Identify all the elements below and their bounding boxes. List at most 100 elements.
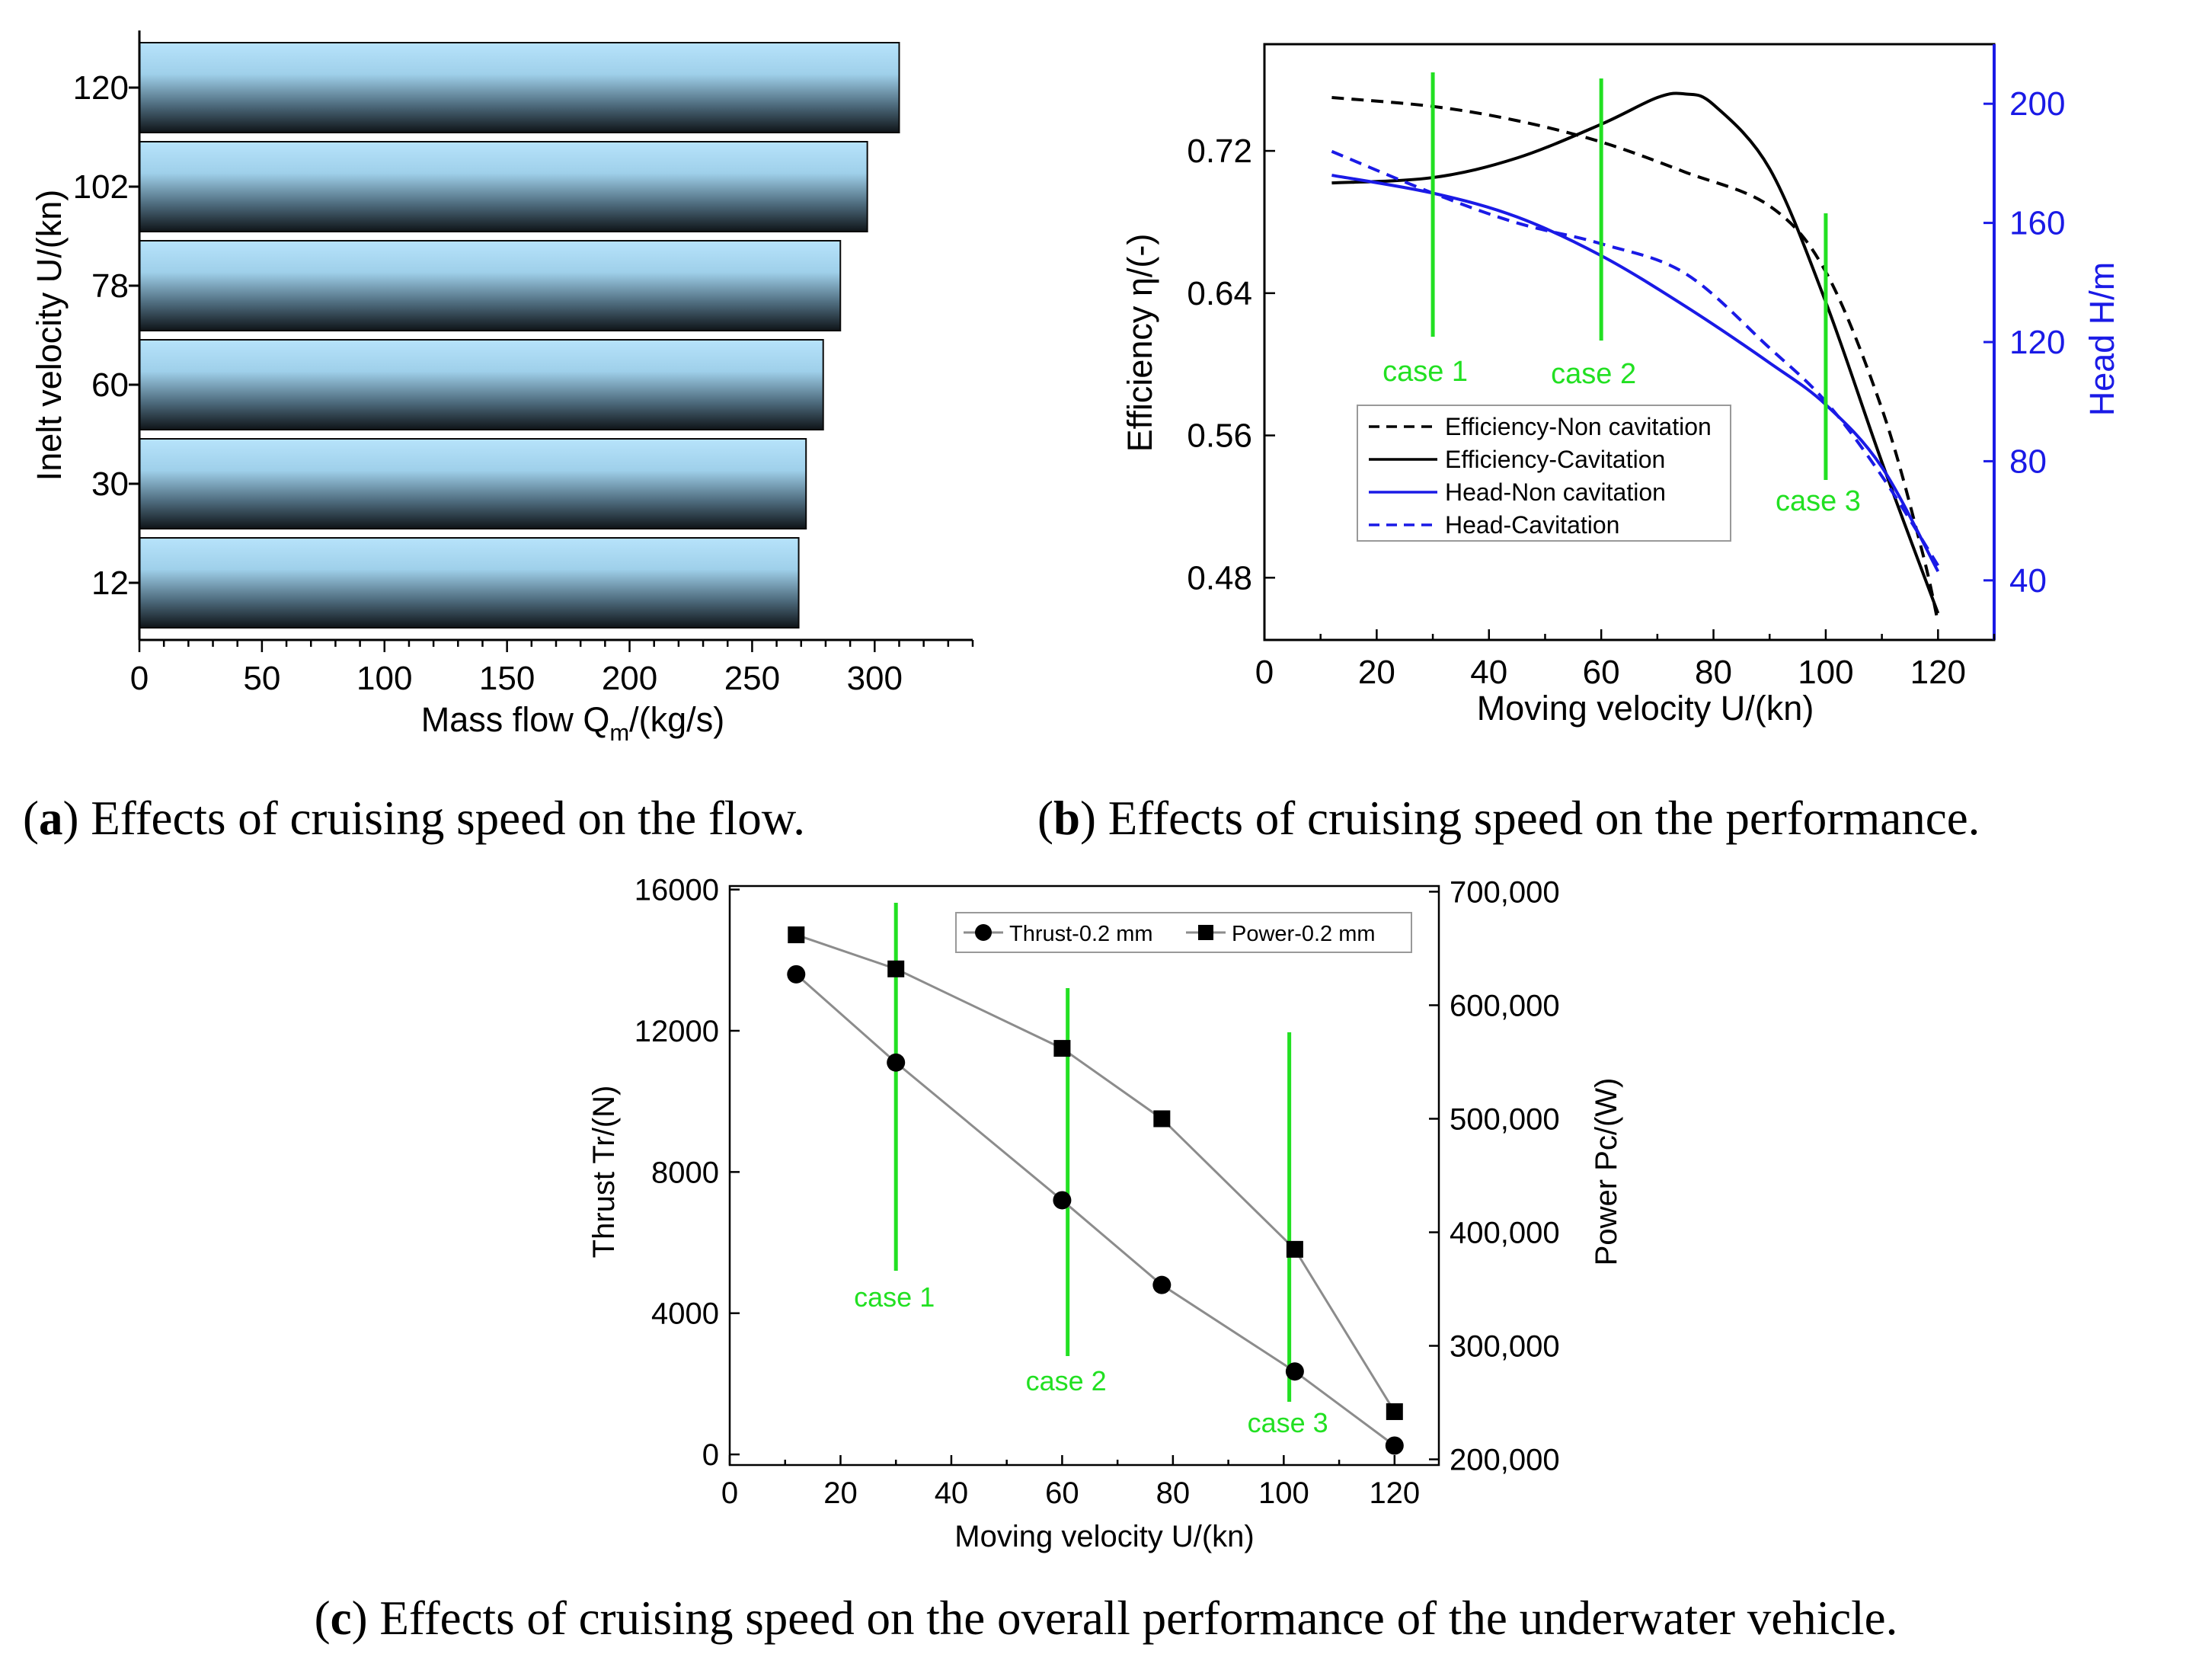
c-series-line (795, 973, 1395, 1447)
b-y-tick-label-right: 80 (2009, 443, 2047, 480)
c-power-point (1153, 1110, 1171, 1128)
b-x-tick-label: 60 (1583, 654, 1620, 691)
c-case-label: case 2 (1026, 1365, 1107, 1396)
b-y-tick-label-left: 0.56 (1187, 417, 1252, 455)
c-x-tick-label: 0 (721, 1476, 738, 1510)
b-series-line (1331, 174, 1940, 573)
a-bar (139, 141, 868, 232)
c-power-point (887, 960, 905, 977)
c-y-tick-label-right: 500,000 (1450, 1102, 1560, 1136)
c-x-tick-label: 40 (935, 1476, 969, 1510)
a-y-axis-label: Inelt velocity U/(kn) (30, 190, 69, 481)
b-x-tick-label: 20 (1358, 654, 1395, 691)
c-power-point (788, 926, 805, 944)
c-x-axis-label: Moving velocity U/(kn) (954, 1520, 1254, 1553)
a-bar (139, 339, 824, 430)
c-x-tick-label: 100 (1258, 1476, 1309, 1510)
a-x-tick-label: 100 (356, 660, 412, 697)
a-bar (139, 438, 807, 529)
a-bar (139, 42, 900, 133)
b-x-tick-label: 40 (1470, 654, 1507, 691)
c-y-tick-label-right: 300,000 (1450, 1330, 1560, 1364)
b-legend-label: Head-Non cavitation (1445, 478, 1666, 506)
caption-c: (c) Effects of cruising speed on the ove… (315, 1591, 1898, 1645)
a-x-tick-label: 250 (724, 660, 780, 697)
b-series-line (1331, 96, 1940, 623)
b-x-tick-label: 100 (1798, 654, 1853, 691)
b-y-tick-label-right: 120 (2009, 324, 2065, 361)
c-y-tick-label-right: 200,000 (1450, 1444, 1560, 1477)
b-case-label: case 1 (1382, 356, 1468, 388)
c-thrust-point (787, 964, 806, 984)
b-y-tick-label-left: 0.64 (1187, 275, 1252, 312)
b-series-line (1331, 149, 1940, 567)
a-x-tick-label: 50 (243, 660, 280, 697)
c-plot-frame (728, 884, 1440, 1467)
b-y-axis-label-left: Efficiency η/(-) (1120, 234, 1159, 453)
c-y-tick-label-left: 4000 (651, 1297, 719, 1331)
c-power-point (1053, 1040, 1071, 1057)
panel-c-line-chart: case 1 case 2 case 3 0 20 40 60 80 100 120 0 4000… (587, 874, 1623, 1553)
a-y-tick-label: 102 (73, 168, 129, 206)
c-x-tick-label: 60 (1045, 1476, 1079, 1510)
b-x-tick-label: 0 (1255, 654, 1274, 691)
a-y-tick-label: 12 (91, 565, 129, 602)
c-legend: Thrust-0.2 mm Power-0.2 mm (955, 912, 1412, 953)
a-bar (139, 537, 800, 629)
c-x-tick-label: 80 (1156, 1476, 1191, 1510)
b-legend-label: Efficiency-Non cavitation (1445, 413, 1712, 440)
c-y-axis-label-left: Thrust Tr/(N) (587, 1086, 621, 1259)
a-bar (139, 240, 842, 331)
c-x-tick-label: 120 (1369, 1476, 1420, 1510)
b-legend-label: Efficiency-Cavitation (1445, 446, 1665, 473)
a-x-tick-label: 150 (479, 660, 535, 697)
b-legend-label: Head-Cavitation (1445, 511, 1619, 539)
c-thrust-point (887, 1053, 906, 1072)
a-y-tick-label: 78 (91, 267, 129, 305)
c-legend-label: Thrust-0.2 mm (1009, 922, 1153, 946)
b-y-tick-label-right: 160 (2009, 205, 2065, 242)
c-thrust-point (1152, 1275, 1172, 1294)
c-legend-label: Power-0.2 mm (1232, 922, 1376, 946)
c-case-label: case 1 (854, 1281, 935, 1313)
a-x-tick-label: 0 (130, 660, 149, 697)
c-y-tick-label-right: 600,000 (1450, 989, 1560, 1022)
a-y-tick-label: 30 (91, 465, 129, 503)
c-case-label: case 3 (1248, 1407, 1328, 1438)
c-y-tick-label-left: 8000 (651, 1156, 719, 1189)
a-x-axis-label: Mass flow Qm/(kg/s) (421, 700, 724, 746)
b-plot-frame (1263, 43, 1996, 641)
b-case-label: case 3 (1776, 485, 1861, 517)
c-thrust-point (1053, 1191, 1072, 1210)
a-y-tick-label: 60 (91, 366, 129, 404)
c-power-point (1286, 1240, 1303, 1258)
caption-b: (b) Effects of cruising speed on the per… (1037, 792, 1980, 845)
c-y-tick-label-left: 0 (702, 1438, 719, 1472)
panel-b-line-chart: case 1 case 2 case 3 0 20 40 60 80 100 120 0.48 0… (1120, 43, 2121, 728)
c-legend-square-marker (1198, 925, 1213, 940)
b-x-tick-label: 80 (1695, 654, 1732, 691)
c-y-axis-label-right: Power Pc/(W) (1590, 1078, 1623, 1266)
c-power-point (1386, 1403, 1403, 1420)
b-series-line (1331, 91, 1940, 614)
panel-a-bar-chart: 0 50 100 150 200 250 300 120 102 78 60 30 12 Mass f… (30, 30, 974, 746)
b-case-label: case 2 (1551, 358, 1636, 390)
caption-a: (a) Effects of cruising speed on the flo… (23, 792, 805, 845)
c-y-tick-label-right: 400,000 (1450, 1217, 1560, 1250)
c-y-tick-label-left: 12000 (635, 1015, 719, 1048)
c-x-tick-label: 20 (823, 1476, 858, 1510)
c-thrust-point (1285, 1362, 1304, 1381)
c-y-tick-label-left: 16000 (635, 874, 719, 907)
b-y-tick-label-left: 0.72 (1187, 133, 1252, 170)
c-series-line (795, 933, 1396, 1412)
b-x-tick-label: 120 (1910, 654, 1966, 691)
b-y-axis-label-right: Head H/m (2083, 262, 2121, 417)
b-x-axis-label: Moving velocity U/(kn) (1477, 689, 1814, 728)
b-y-tick-label-right: 40 (2009, 562, 2047, 600)
b-y-tick-label-left: 0.48 (1187, 559, 1252, 597)
b-legend: Efficiency-Non cavitation Efficiency-Cavi… (1357, 405, 1731, 542)
a-y-tick-label: 120 (73, 69, 129, 107)
a-x-tick-label: 200 (602, 660, 657, 697)
c-legend-circle-marker (975, 924, 992, 941)
